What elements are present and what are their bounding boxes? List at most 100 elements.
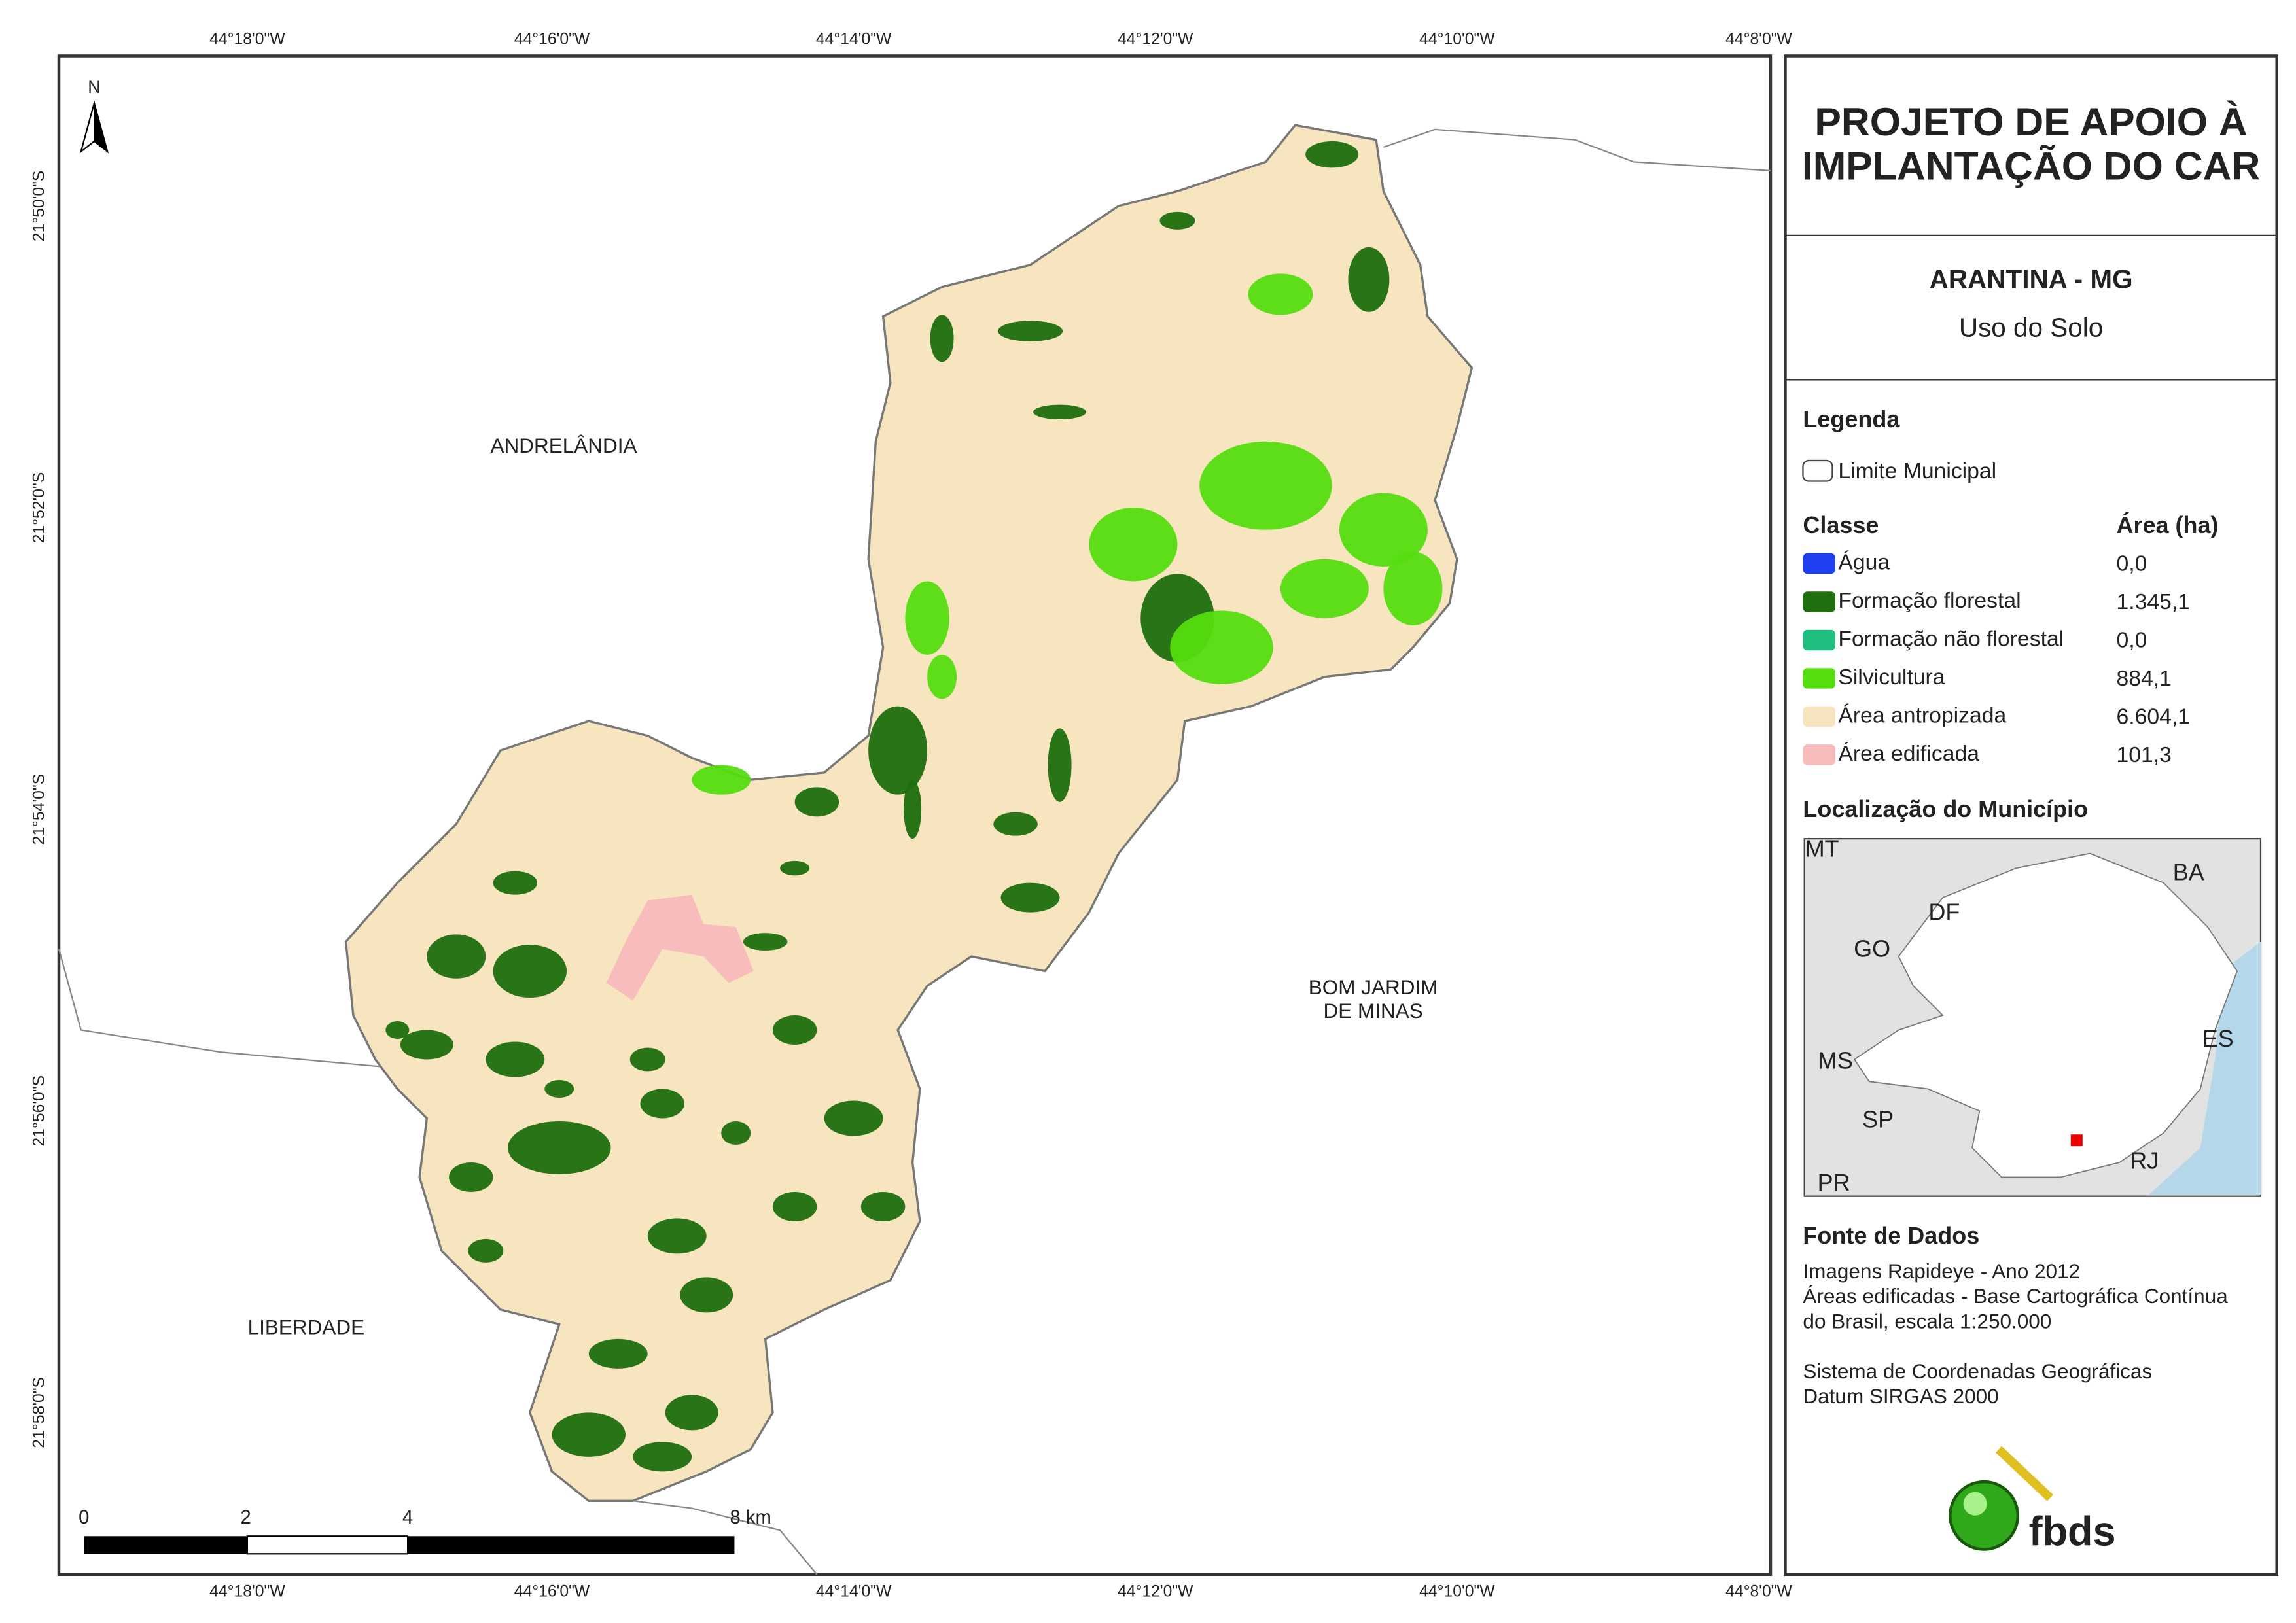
- legend-area: 6.604,1: [2117, 705, 2191, 729]
- land-cover-patch: [1305, 141, 1359, 168]
- longitude-label: 44°8'0"W: [1725, 1582, 1792, 1600]
- inset-map: [1803, 837, 2262, 1197]
- scale-segment: [246, 1535, 409, 1555]
- land-cover-patch: [868, 706, 928, 795]
- longitude-label: 44°18'0"W: [209, 1582, 285, 1600]
- latitude-label: 21°54'0"S: [30, 774, 48, 845]
- land-cover-patch: [905, 581, 949, 655]
- state-label: RJ: [2130, 1147, 2159, 1174]
- legend-class: Formação não florestal: [1838, 626, 2064, 651]
- land-cover-patch: [860, 1191, 906, 1221]
- land-cover-patch: [721, 1121, 751, 1145]
- land-cover-patch: [794, 787, 839, 817]
- legend-area: 884,1: [2117, 666, 2172, 691]
- scale-segment: [408, 1536, 735, 1554]
- municipality-name: ARANTINA - MG: [1930, 264, 2133, 294]
- land-cover-patch: [1000, 882, 1060, 913]
- class-header: Classe: [1803, 512, 1879, 538]
- land-cover-patch: [1089, 508, 1178, 582]
- legend-swatch: [1803, 668, 1835, 689]
- logo-highlight: [1963, 1492, 1987, 1516]
- legend-area: 1.345,1: [2117, 589, 2191, 614]
- legend-swatch: [1803, 629, 1835, 651]
- north-label: N: [88, 77, 101, 97]
- scale-label: 8 km: [730, 1507, 771, 1528]
- land-cover-patch: [508, 1121, 611, 1174]
- panel-title: PROJETO DE APOIO À: [1814, 99, 2247, 144]
- legend-area: 0,0: [2117, 628, 2147, 653]
- north-arrow: [79, 100, 109, 154]
- map-content: [58, 124, 1771, 1575]
- scale-segment: [84, 1536, 247, 1554]
- logo-bar: [1995, 1446, 2053, 1501]
- land-cover-patch: [1248, 273, 1313, 315]
- land-cover-patch: [588, 1338, 648, 1369]
- boundary-swatch: [1802, 459, 1833, 482]
- logo-mark: [1949, 1480, 2020, 1551]
- place-label: LIBERDADE: [248, 1315, 364, 1338]
- scale-label: 2: [241, 1507, 251, 1528]
- state-mg: [1853, 852, 2238, 1178]
- neighbor-boundary: [58, 949, 383, 1068]
- source-line: Datum SIRGAS 2000: [1803, 1384, 1998, 1408]
- land-cover-patch: [927, 654, 957, 699]
- land-cover-patch: [1048, 728, 1072, 802]
- land-cover-patch: [427, 934, 486, 979]
- land-cover-patch: [449, 1162, 493, 1192]
- panel-title: IMPLANTAÇÃO DO CAR: [1802, 144, 2260, 188]
- land-cover-patch: [493, 871, 538, 895]
- land-cover-patch: [552, 1412, 626, 1457]
- land-cover-patch: [692, 765, 751, 795]
- land-cover-patch: [680, 1277, 733, 1313]
- land-cover-patch: [930, 315, 954, 362]
- land-cover-patch: [1383, 551, 1443, 625]
- source-line: Imagens Rapideye - Ano 2012: [1803, 1259, 2080, 1283]
- latitude-label: 21°52'0"S: [30, 472, 48, 544]
- place-label: DE MINAS: [1324, 999, 1423, 1022]
- longitude-label: 44°10'0"W: [1419, 1582, 1495, 1600]
- state-label: MT: [1805, 835, 1839, 862]
- area-header: Área (ha): [2117, 512, 2219, 538]
- land-cover-patch: [1280, 559, 1369, 618]
- neighbor-boundary: [633, 1500, 818, 1575]
- land-cover-patch: [1348, 247, 1390, 312]
- land-cover-patch: [493, 945, 567, 998]
- state-label: BA: [2173, 859, 2204, 886]
- source-line: Áreas edificadas - Base Cartográfica Con…: [1803, 1284, 2228, 1308]
- land-cover-patch: [998, 321, 1063, 341]
- longitude-label: 44°12'0"W: [1118, 30, 1193, 48]
- land-cover-patch: [640, 1089, 684, 1119]
- land-cover-patch: [1339, 493, 1428, 567]
- legend-area: 0,0: [2117, 551, 2147, 576]
- map-theme: Uso do Solo: [1959, 313, 2103, 343]
- land-cover-patch: [772, 1191, 817, 1221]
- land-cover-patch: [1159, 211, 1195, 230]
- land-cover-patch: [544, 1080, 574, 1098]
- legend-swatch: [1803, 591, 1835, 612]
- latitude-label: 21°56'0"S: [30, 1075, 48, 1147]
- longitude-label: 44°8'0"W: [1725, 30, 1792, 48]
- scale-label: 4: [402, 1507, 413, 1528]
- legend-class: Área edificada: [1838, 741, 1979, 766]
- latitude-label: 21°58'0"S: [30, 1377, 48, 1448]
- location-title: Localização do Município: [1803, 795, 2088, 822]
- scale-label: 0: [79, 1507, 89, 1528]
- legend-swatch: [1803, 706, 1835, 727]
- land-cover-patch: [904, 780, 922, 839]
- side-panel: [1784, 54, 2278, 1577]
- source-line: Sistema de Coordenadas Geográficas: [1803, 1359, 2152, 1383]
- longitude-label: 44°12'0"W: [1118, 1582, 1193, 1600]
- land-cover-patch: [633, 1442, 692, 1472]
- latitude-label: 21°50'0"S: [30, 171, 48, 242]
- land-cover-patch: [468, 1238, 504, 1263]
- land-cover-patch: [1199, 441, 1332, 530]
- longitude-label: 44°14'0"W: [816, 30, 892, 48]
- land-cover-patch: [385, 1021, 410, 1039]
- state-label: SP: [1862, 1106, 1894, 1132]
- land-cover-patch: [629, 1047, 665, 1072]
- place-label: BOM JARDIM: [1309, 975, 1438, 999]
- longitude-label: 44°16'0"W: [514, 1582, 590, 1600]
- land-cover-patch: [780, 860, 810, 876]
- longitude-label: 44°18'0"W: [209, 30, 285, 48]
